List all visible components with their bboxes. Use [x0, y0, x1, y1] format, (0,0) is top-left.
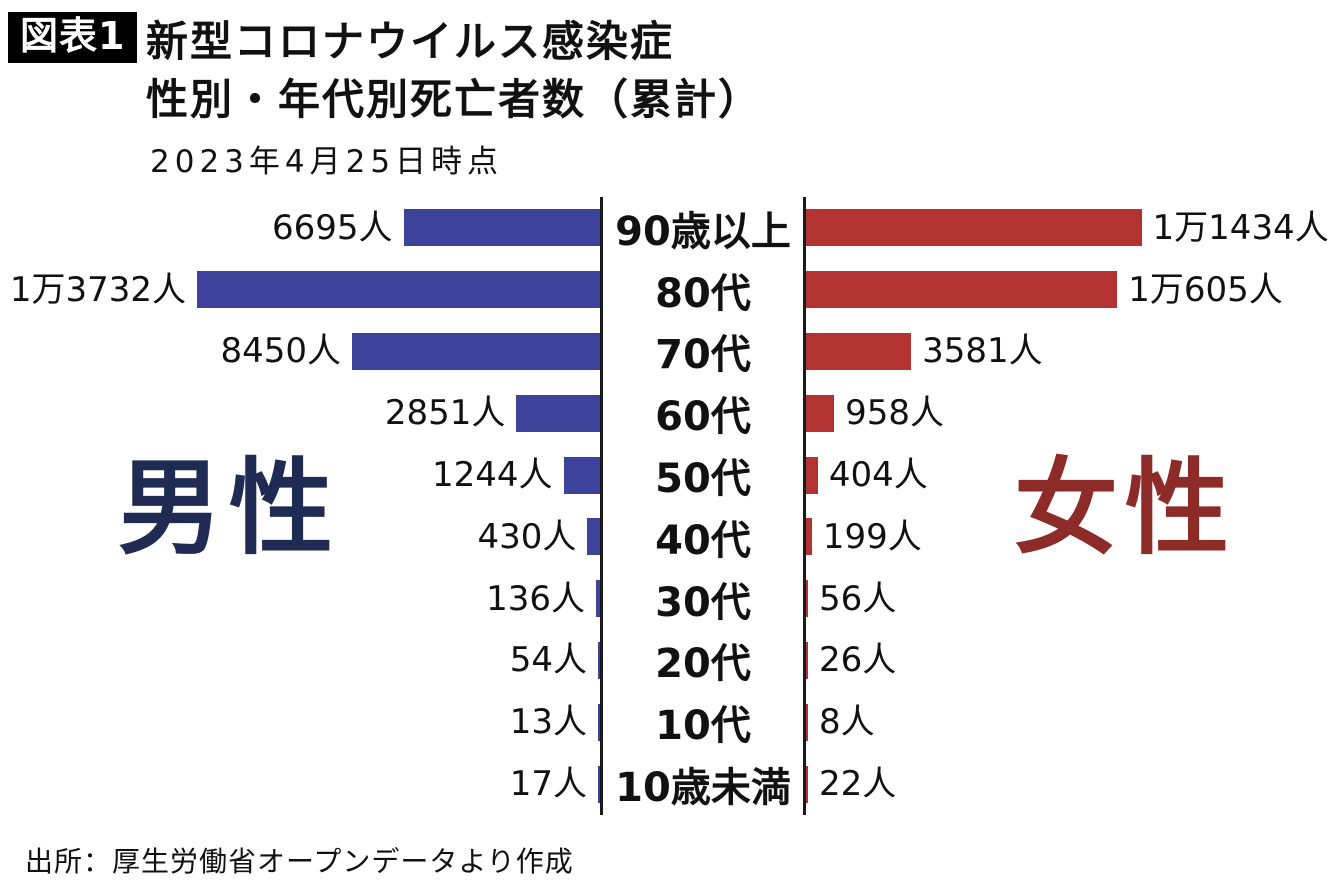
male-cell: 430人 [0, 506, 600, 568]
female-cell: 22人 [806, 753, 1340, 815]
male-bar [197, 271, 600, 309]
female-bar [806, 703, 808, 741]
female-cell: 1万1434人 [806, 197, 1340, 259]
age-group-label: 90歳以上 [600, 197, 806, 259]
male-value-label: 1244人 [431, 455, 553, 496]
male-value-label: 54人 [509, 640, 587, 681]
male-cell: 136人 [0, 568, 600, 630]
male-value-label: 6695人 [272, 207, 393, 248]
male-series-label: 男性 [118, 447, 341, 569]
male-bar [587, 518, 600, 556]
male-bar [352, 332, 600, 370]
male-cell: 8450人 [0, 321, 600, 383]
female-value-label: 56人 [819, 578, 897, 619]
male-value-label: 2851人 [384, 393, 506, 434]
female-cell: 3581人 [806, 321, 1340, 383]
female-cell: 56人 [806, 568, 1340, 630]
male-value-label: 8450人 [220, 331, 342, 372]
female-bar [806, 765, 808, 803]
female-cell: 8人 [806, 691, 1340, 753]
female-value-label: 958人 [845, 393, 945, 434]
female-cell: 958人 [806, 382, 1340, 444]
age-group-label: 10代 [600, 691, 806, 754]
male-bar [598, 703, 600, 741]
chart-row: 2851人 60代 958人 [0, 382, 1340, 445]
female-bar [806, 580, 808, 618]
age-group-label: 70代 [600, 320, 806, 383]
male-value-label: 13人 [509, 702, 587, 743]
female-bar [806, 271, 1118, 309]
age-group-label: 80代 [600, 258, 806, 321]
female-bar [806, 518, 812, 556]
chart-subtitle-date: 2023年4月25日時点 [150, 144, 504, 180]
female-bar [806, 394, 835, 432]
male-cell: 6695人 [0, 197, 600, 259]
diverging-bar-chart: 6695人 90歳以上 1万1434人 1万3732人 80代 1万605人 8450人 70… [0, 197, 1340, 815]
age-group-label: 20代 [600, 629, 806, 692]
female-value-label: 1万1434人 [1152, 207, 1329, 248]
male-value-label: 136人 [486, 578, 586, 619]
age-group-label: 60代 [600, 382, 806, 445]
age-group-label: 50代 [600, 444, 806, 506]
chart-row: 8450人 70代 3581人 [0, 320, 1340, 383]
female-series-label: 女性 [1014, 447, 1237, 569]
female-bar [806, 641, 808, 679]
chart-title-line1: 新型コロナウイルス感染症 [146, 17, 675, 66]
age-group-label: 10歳未満 [600, 753, 806, 815]
chart-title-line2: 性別・年代別死亡者数（累計） [146, 75, 763, 124]
female-value-label: 8人 [819, 702, 875, 743]
female-bar [806, 456, 818, 494]
female-value-label: 1万605人 [1128, 269, 1283, 310]
chart-row: 136人 30代 56人 [0, 567, 1340, 630]
male-cell: 17人 [0, 753, 600, 815]
female-value-label: 404人 [828, 455, 928, 496]
chart-row: 54人 20代 26人 [0, 629, 1340, 692]
male-value-label: 1万3732人 [9, 269, 186, 310]
chart-row: 6695人 90歳以上 1万1434人 [0, 197, 1340, 259]
age-group-label: 30代 [600, 567, 806, 630]
male-bar [563, 456, 600, 494]
male-cell: 1万3732人 [0, 259, 600, 321]
female-value-label: 26人 [819, 640, 897, 681]
age-group-label: 40代 [600, 505, 806, 568]
female-value-label: 22人 [819, 764, 897, 805]
male-bar [403, 209, 600, 247]
female-cell: 404人 [806, 444, 1340, 506]
female-cell: 199人 [806, 506, 1340, 568]
chart-row: 13人 10代 8人 [0, 691, 1340, 754]
chart-row: 1244人 50代 404人 [0, 444, 1340, 506]
source-note: 出所：厚生労働省オープンデータより作成 [25, 845, 574, 878]
female-bar [806, 332, 912, 370]
female-bar [806, 209, 1142, 247]
chart-row: 430人 40代 199人 [0, 505, 1340, 568]
male-bar [596, 580, 600, 618]
male-cell: 54人 [0, 630, 600, 692]
male-bar [598, 765, 600, 803]
male-value-label: 430人 [477, 516, 577, 557]
male-value-label: 17人 [509, 764, 587, 805]
male-bar [598, 641, 600, 679]
male-cell: 13人 [0, 691, 600, 753]
female-cell: 26人 [806, 630, 1340, 692]
chart-row: 17人 10歳未満 22人 [0, 753, 1340, 815]
male-cell: 1244人 [0, 444, 600, 506]
female-value-label: 199人 [822, 516, 922, 557]
male-cell: 2851人 [0, 382, 600, 444]
figure-number-badge: 図表1 [8, 12, 138, 63]
male-bar [516, 394, 600, 432]
female-cell: 1万605人 [806, 259, 1340, 321]
chart-row: 1万3732人 80代 1万605人 [0, 258, 1340, 321]
female-value-label: 3581人 [922, 331, 1043, 372]
